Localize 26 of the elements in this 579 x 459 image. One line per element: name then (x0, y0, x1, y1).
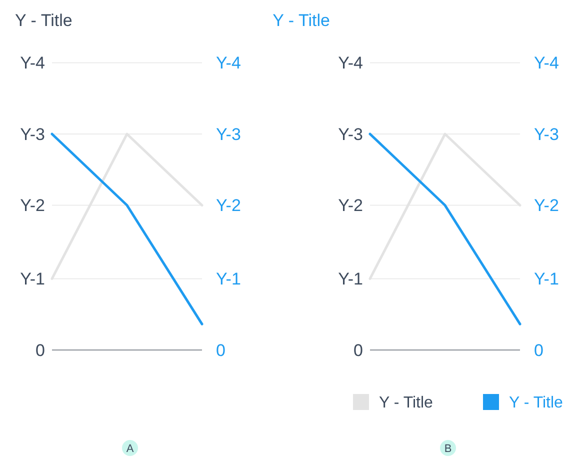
text: 0 (216, 340, 226, 360)
ref-line-label: Y-2 (20, 196, 45, 216)
text: Y-2 (216, 196, 241, 216)
text: B (444, 442, 452, 455)
text: Y-2 (534, 196, 559, 216)
ref-line-label: Y-1 (20, 270, 45, 289)
ref-line-label: Y-4 (338, 54, 363, 73)
ref-line-label: 0 (354, 340, 363, 360)
legend-label: Y - Title (379, 394, 434, 412)
legend-label: Y - Title (509, 394, 564, 412)
text: Y-1 (216, 270, 241, 289)
text: Y-4 (534, 54, 559, 73)
text: A (126, 442, 134, 455)
ref-line-label: Y-2 (338, 196, 363, 216)
ref-line-label: 0 (36, 340, 45, 360)
text: 0 (534, 340, 544, 360)
ref-line-label: Y-1 (338, 270, 363, 289)
ref-line-label: Y-3 (338, 124, 363, 144)
text: Y-3 (216, 124, 241, 144)
ref-line-label: Y-4 (20, 54, 45, 73)
y2-axis-title: Y - Title (272, 11, 330, 30)
y-axis-title: Y - Title (15, 11, 72, 30)
ref-line-label: Y-3 (20, 124, 45, 144)
text: Y-1 (534, 270, 559, 289)
text: Y-4 (216, 54, 241, 73)
text: Y-3 (534, 124, 559, 144)
